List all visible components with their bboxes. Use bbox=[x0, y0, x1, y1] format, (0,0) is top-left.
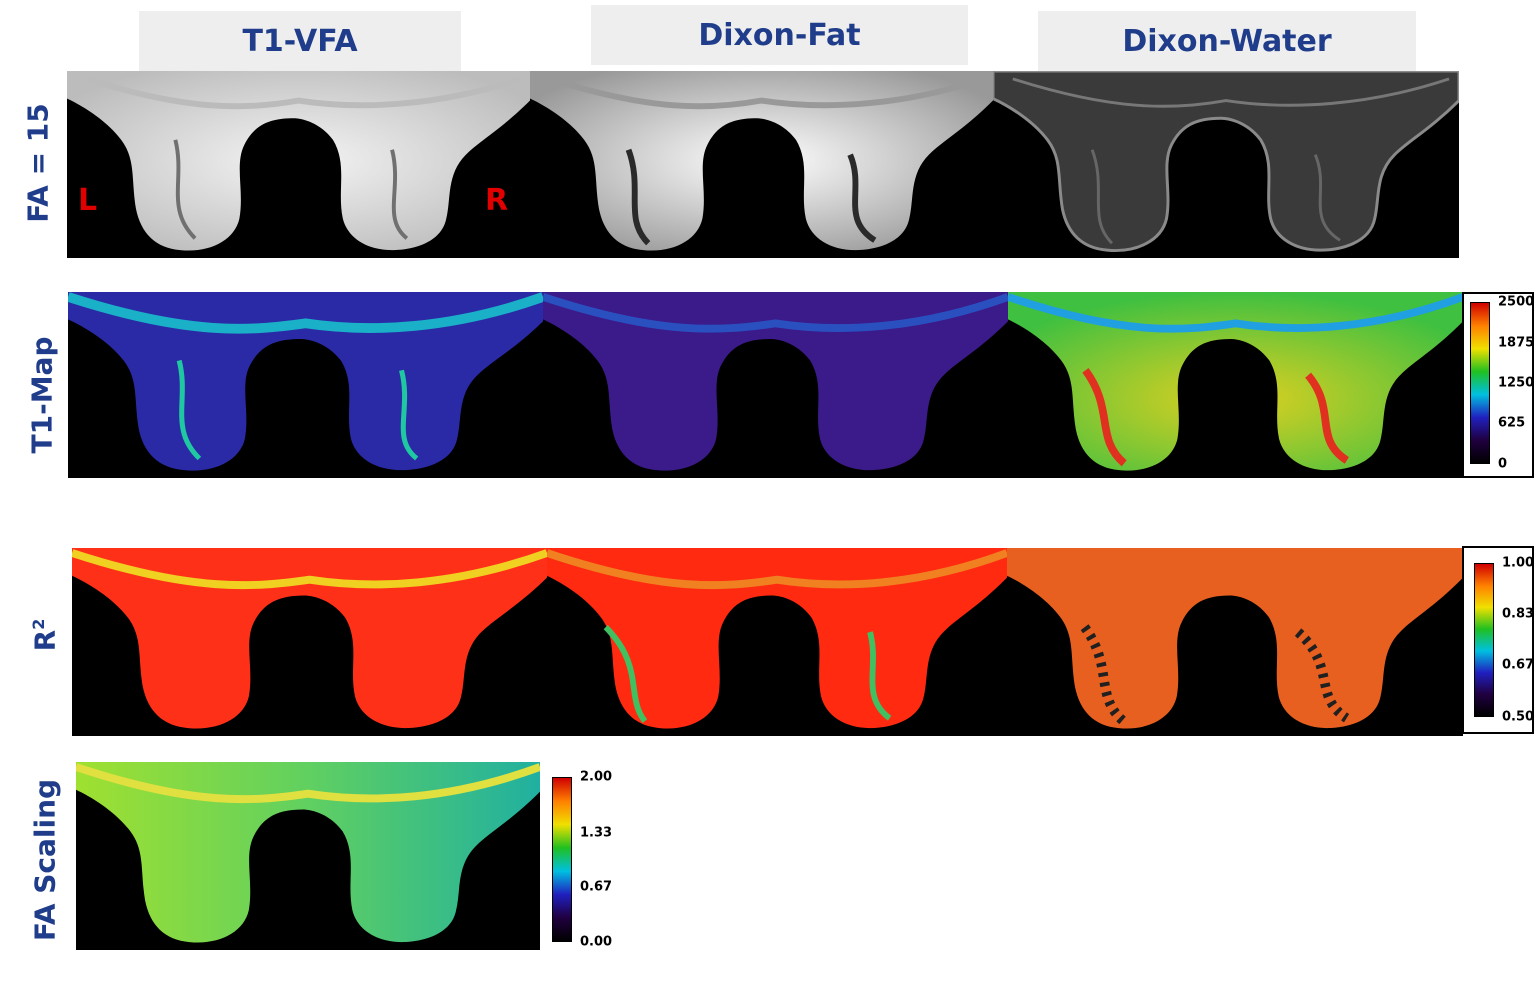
r2-dixon-water-image bbox=[1007, 548, 1463, 736]
r2-base: R bbox=[28, 629, 62, 652]
t1map-tick: 0 bbox=[1498, 456, 1508, 472]
t1map-tick: 1250 bbox=[1498, 375, 1535, 391]
orientation-right-label: R bbox=[485, 183, 509, 218]
fa15-t1vfa-image bbox=[67, 71, 530, 258]
row-label-t1map: T1-Map bbox=[25, 336, 59, 454]
fa-scaling-tick: 0.00 bbox=[580, 934, 613, 950]
column-header-dixon-water: Dixon-Water bbox=[1038, 11, 1416, 71]
fa-scaling-tick: 2.00 bbox=[580, 769, 613, 785]
fa-scaling-tick: 1.33 bbox=[580, 825, 613, 841]
fa-scaling-colorbar-gradient bbox=[552, 777, 572, 942]
column-header-label: Dixon-Fat bbox=[698, 17, 861, 53]
fa-scaling-image bbox=[76, 762, 540, 950]
fa-scaling-colorbar: 2.00 1.33 0.67 0.00 bbox=[552, 770, 613, 950]
r2-superscript: 2 bbox=[29, 618, 49, 630]
row-label-r2: R2 bbox=[29, 619, 62, 652]
row-label-fa-scaling: FA Scaling bbox=[28, 778, 62, 942]
r2-tick: 0.83 bbox=[1502, 606, 1535, 622]
row-label-fa15: FA = 15 bbox=[21, 103, 55, 223]
r2-tick: 1.00 bbox=[1502, 555, 1535, 571]
t1map-tick: 625 bbox=[1498, 415, 1526, 431]
r2-t1vfa-image bbox=[72, 548, 547, 736]
r2-tick: 0.50 bbox=[1502, 709, 1535, 725]
t1map-colorbar: 2500 1875 1250 625 0 bbox=[1470, 295, 1534, 472]
fa15-dixon-water-image bbox=[993, 71, 1459, 258]
r2-colorbar: 1.00 0.83 0.67 0.50 bbox=[1474, 556, 1534, 725]
fa-scaling-tick: 0.67 bbox=[580, 879, 613, 895]
t1map-t1vfa-image bbox=[68, 292, 543, 478]
column-header-label: T1-VFA bbox=[242, 23, 358, 59]
t1map-tick: 2500 bbox=[1498, 294, 1535, 310]
fa15-dixon-fat-image bbox=[530, 71, 993, 258]
orientation-left-label: L bbox=[78, 183, 98, 218]
t1map-tick: 1875 bbox=[1498, 335, 1535, 351]
t1map-colorbar-frame bbox=[1462, 292, 1534, 478]
r2-tick: 0.67 bbox=[1502, 657, 1535, 673]
r2-colorbar-frame bbox=[1462, 546, 1534, 734]
column-header-t1-vfa: T1-VFA bbox=[139, 11, 461, 71]
r2-dixon-fat-image bbox=[547, 548, 1007, 736]
column-header-dixon-fat: Dixon-Fat bbox=[591, 5, 968, 65]
t1map-dixon-water-image bbox=[1008, 292, 1463, 478]
t1map-colorbar-gradient bbox=[1470, 302, 1490, 464]
column-header-label: Dixon-Water bbox=[1122, 23, 1332, 59]
r2-colorbar-gradient bbox=[1474, 563, 1494, 717]
t1map-dixon-fat-image bbox=[543, 292, 1008, 478]
